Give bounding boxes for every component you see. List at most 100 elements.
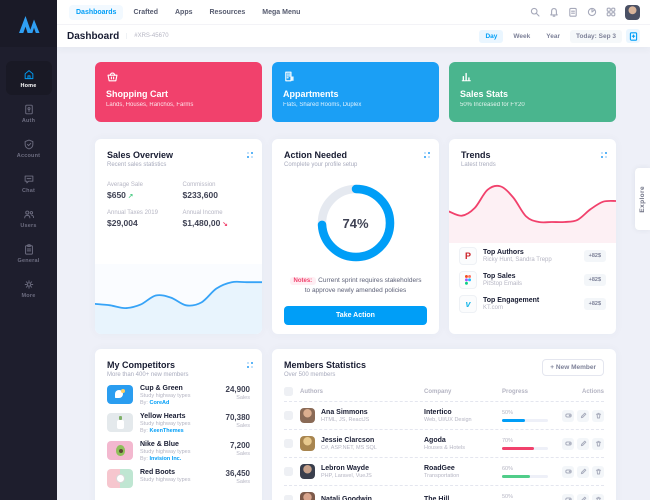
competitor-link[interactable]: CoreAd [149,400,170,406]
edit-pen-icon[interactable] [577,409,589,422]
appartments-card[interactable]: Appartments Flats, Shared Rooms, Duplex [272,62,439,122]
trash-icon[interactable] [592,493,604,500]
stat-annual-taxes: Annual Taxes 2019 $29,004 [107,210,158,228]
row-checkbox[interactable] [284,411,293,420]
main-menu: Dashboards Crafted Apps Resources Mega M… [57,4,307,20]
bell-icon[interactable] [549,7,559,17]
sidebar-item-label: More [21,292,36,299]
card-menu-dots-icon[interactable] [418,150,428,160]
sidebar-item-label: Users [20,222,37,229]
chat-bubble-icon [23,173,35,186]
app-logo[interactable] [0,0,57,47]
new-document-button[interactable] [626,29,640,43]
card-menu-dots-icon[interactable] [241,360,251,370]
toggle-icon[interactable] [562,493,574,500]
row-checkbox[interactable] [284,467,293,476]
row-checkbox[interactable] [284,495,293,500]
sidebar-item-home[interactable]: Home [5,61,52,95]
sidebar-item-label: Account [16,152,41,159]
pie-chart-icon[interactable] [587,7,597,17]
tasks-icon[interactable] [568,7,578,17]
edit-pen-icon[interactable] [577,493,589,500]
sidebar-item-label: Auth [21,117,36,124]
toggle-icon[interactable] [562,409,574,422]
trend-badge: +82$ [583,250,606,262]
member-avatar [300,464,315,479]
competitor-thumbnail [107,385,133,404]
select-all-checkbox[interactable] [284,387,293,396]
competitor-item: Cup & Green Study highway types By: Core… [95,385,262,406]
building-icon [283,70,428,83]
bar-chart-icon [460,70,605,83]
user-avatar[interactable] [625,4,640,20]
menu-item-resources[interactable]: Resources [209,8,246,16]
gear-icon [23,278,35,291]
pinterest-icon: P [459,247,477,265]
competitor-item: Red Boots Study highway types 36,450 Sal… [95,469,262,488]
row-checkbox[interactable] [284,439,293,448]
range-year-button[interactable]: Year [546,32,561,40]
lock-file-icon [23,103,35,116]
competitor-link[interactable]: KeenThemes [149,428,184,434]
member-name[interactable]: Ana Simmons [321,408,368,416]
stat-card-title: Shopping Cart [106,89,168,99]
sidebar-item-label: General [17,257,40,264]
today-button[interactable]: Today: Sep 3 [570,29,622,43]
range-week-button[interactable]: Week [513,32,531,40]
users-icon [23,208,35,221]
take-action-button[interactable]: Take Action [284,306,427,325]
trends-card: Trends Latest trends P [449,139,616,334]
toggle-icon[interactable] [562,465,574,478]
trash-icon[interactable] [592,409,604,422]
card-menu-dots-icon[interactable] [241,150,251,160]
basket-icon [106,70,251,83]
competitor-thumbnail [107,441,133,460]
home-icon [23,68,35,81]
sidebar-item-label: Home [20,82,37,89]
shopping-cart-card[interactable]: Shopping Cart Lands, Houses, Ranchos, Fa… [95,62,262,122]
edit-pen-icon[interactable] [577,437,589,450]
trash-icon[interactable] [592,437,604,450]
topbar: Dashboards Crafted Apps Resources Mega M… [57,0,650,25]
trash-icon[interactable] [592,465,604,478]
trend-row-top-sales[interactable]: Top Sales PitStop Emails +82$ [459,271,606,289]
sidebar-item-chat[interactable]: Chat [6,166,52,200]
sales-stats-card[interactable]: Sales Stats 50% Increased for FY20 [449,62,616,122]
member-progress: 50% [502,410,558,422]
card-subtitle: More than 400+ new members [107,372,189,378]
date-range-controls: Day Week Year Today: Sep 3 [479,29,640,43]
explore-tab[interactable]: Explore [635,168,650,230]
edit-pen-icon[interactable] [577,465,589,478]
competitor-item: Nike & Blue Study highway types By: Invi… [95,441,262,462]
card-subtitle: Recent sales statistics [107,162,167,168]
menu-item-dashboards[interactable]: Dashboards [69,4,124,20]
toggle-icon[interactable] [562,437,574,450]
sales-overview-card: Sales Overview Recent sales statistics A… [95,139,262,334]
sidebar-item-users[interactable]: Users [6,201,52,235]
competitor-link[interactable]: Invision Inc. [149,456,182,462]
sidebar-item-label: Chat [21,187,36,194]
sidebar-item-general[interactable]: General [6,236,52,270]
sidebar-item-more[interactable]: More [6,271,52,305]
card-menu-dots-icon[interactable] [595,150,605,160]
menu-item-crafted[interactable]: Crafted [133,8,158,16]
grid-icon[interactable] [606,7,616,17]
figma-icon [459,271,477,289]
member-company: The Hill [424,495,450,500]
search-icon[interactable] [530,7,540,17]
menu-item-mega-menu[interactable]: Mega Menu [262,8,301,16]
menu-item-apps[interactable]: Apps [174,8,193,16]
member-name[interactable]: Natali Goodwin [321,495,372,500]
notes-text: Notes: Current sprint requires stakeholde… [272,276,439,296]
stat-annual-income: Annual Income $1,480,00 ↘ [182,210,228,228]
trend-row-top-engagement[interactable]: v Top Engagement KT.com +82$ [459,295,606,313]
new-member-button[interactable]: + New Member [542,359,604,376]
table-row: Jessie Clarcson C#, ASP.NET, MS SQL Agod… [284,429,604,457]
range-day-button[interactable]: Day [479,29,504,43]
sidebar-item-account[interactable]: Account [6,131,52,165]
member-name[interactable]: Lebron Wayde [321,464,369,472]
sidebar-item-auth[interactable]: Auth [6,96,52,130]
progress-donut: 74% [314,181,398,265]
trend-row-top-authors[interactable]: P Top Authors Ricky Hunt, Sandra Trepp +… [459,247,606,265]
member-name[interactable]: Jessie Clarcson [321,436,375,444]
